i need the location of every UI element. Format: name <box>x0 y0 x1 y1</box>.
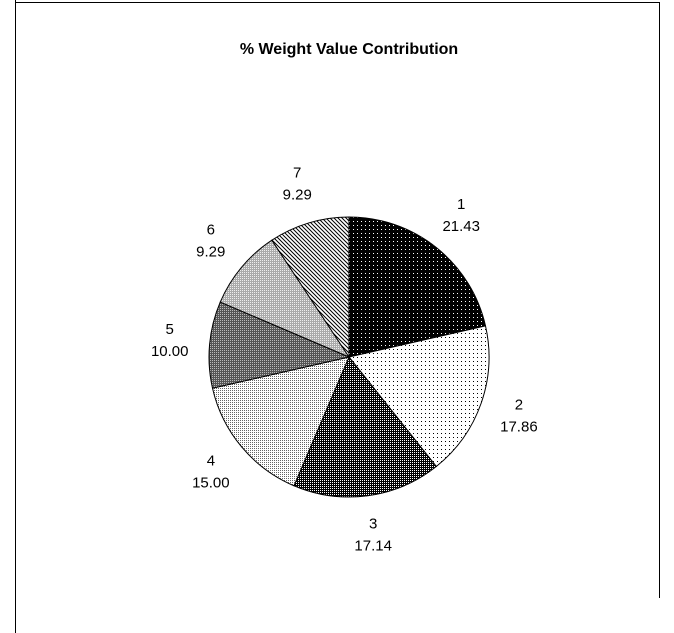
pie-slice <box>348 325 490 468</box>
slice-value-label: 17.86 <box>500 418 538 435</box>
pie-slice <box>211 356 350 487</box>
slice-category-label: 7 <box>293 165 301 182</box>
chart-title: % Weight Value Contribution <box>240 41 458 58</box>
pie-slice <box>219 239 351 359</box>
slice-value-label: 21.43 <box>442 218 480 235</box>
pie-slice <box>348 216 487 358</box>
slice-value-label: 10.00 <box>151 343 189 360</box>
slice-value-label: 17.14 <box>354 537 392 554</box>
slice-category-label: 4 <box>207 452 215 469</box>
slice-category-label: 2 <box>515 396 523 413</box>
pie-slice <box>293 356 437 498</box>
slice-category-label: 1 <box>457 196 465 213</box>
slice-value-label: 15.00 <box>192 474 230 491</box>
slice-value-label: 9.29 <box>283 187 312 204</box>
slice-category-label: 3 <box>369 515 377 532</box>
slice-category-label: 6 <box>207 222 215 239</box>
pie-slice <box>271 216 350 359</box>
slice-category-label: 5 <box>166 321 174 338</box>
pie-slice <box>208 301 351 389</box>
slice-value-label: 9.29 <box>196 244 225 261</box>
